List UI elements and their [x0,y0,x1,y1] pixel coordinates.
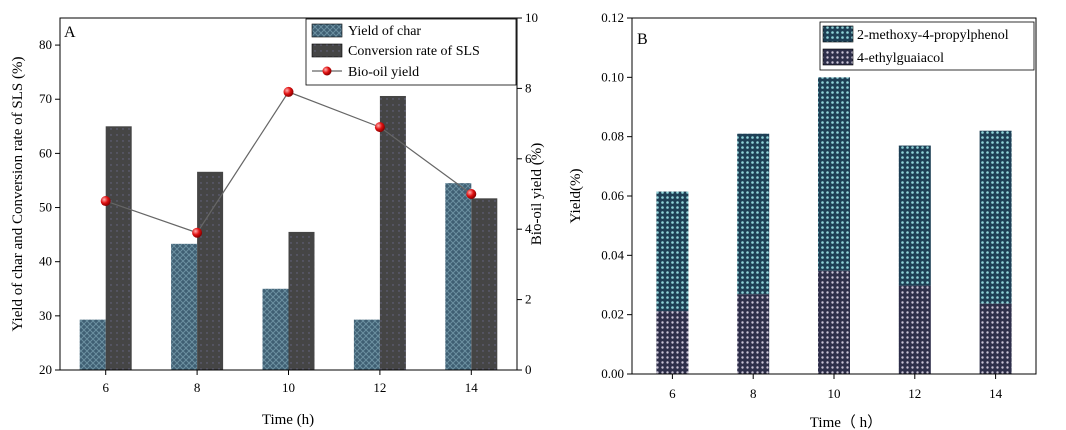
x-tick-label-a: 10 [282,380,295,395]
legend-swatch-ethylguaiacol [822,48,854,66]
y-tick-label-a: 60 [39,145,52,160]
x-tick-label-b: 6 [669,386,676,401]
y-axis-title-a: Yield of char and Conversion rate of SLS… [10,57,26,332]
x-tick-label-a: 12 [373,380,386,395]
bar-2-methoxy-4-propylphenol-12 [898,145,931,286]
bar-conversion-rate-of-sls-10 [288,231,315,370]
point-bio-oil-yield-6 [100,196,111,207]
bar-conversion-rate-of-sls-6 [105,126,132,370]
legend-b: 2-methoxy-4-propylphenol 4-ethylguaiacol [819,21,1035,71]
y2-tick-label-a: 6 [525,151,532,166]
x-tick-label-b: 14 [989,386,1003,401]
legend-swatch-conversion-rate [311,43,343,58]
y2-tick-label-a: 8 [525,80,532,95]
bar-yield-of-char-8 [171,243,198,370]
y-tick-label-a: 70 [39,91,52,106]
x-tick-label-a: 14 [465,380,479,395]
panel-label-b: B [637,31,648,48]
bar-yield-of-char-14 [445,183,472,370]
legend-label-methoxy-propylphenol: 2-methoxy-4-propylphenol [857,28,1009,43]
bar-yield-of-char-6 [79,319,106,370]
y-tick-label-b: 0.06 [601,188,624,203]
y-axis-title-b: Yield(%) [568,169,584,224]
y-tick-label-b: 0.12 [601,10,624,25]
y2-axis-title-a: Bio-oil yield (%) [529,143,545,245]
bar-4-ethylguaiacol-14 [979,303,1012,374]
bar-2-methoxy-4-propylphenol-10 [818,77,850,271]
y-tick-label-b: 0.00 [601,366,624,381]
y-tick-label-b: 0.02 [601,307,624,322]
panel-label-a: A [64,24,76,41]
legend-swatch-methoxy-propylphenol [822,25,854,43]
y-tick-label-a: 80 [39,37,52,52]
point-bio-oil-yield-12 [374,122,385,133]
y-tick-label-b: 0.04 [601,247,624,262]
legend-label-ethylguaiacol: 4-ethylguaiacol [857,51,944,66]
bar-4-ethylguaiacol-6 [656,311,689,374]
y-tick-label-b: 0.10 [601,69,624,84]
bar-4-ethylguaiacol-10 [818,270,850,374]
legend-label-conversion-rate: Conversion rate of SLS [348,44,480,59]
point-bio-oil-yield-10 [283,86,294,97]
bar-2-methoxy-4-propylphenol-8 [737,133,770,295]
x-tick-label-a: 8 [194,380,201,395]
point-bio-oil-yield-14 [466,189,477,199]
line-bio-oil-yield [105,91,472,234]
y-tick-label-a: 50 [39,200,52,215]
legend-label-yield-of-char: Yield of char [348,24,421,39]
bar-yield-of-char-10 [262,288,289,370]
x-tick-label-b: 12 [908,386,921,401]
bar-4-ethylguaiacol-8 [737,294,770,374]
x-axis-title-b: Time（ h） [810,414,882,430]
bar-2-methoxy-4-propylphenol-14 [979,130,1012,304]
panel-b: 0.000.020.040.060.080.100.12 6 8 10 12 14 B … [568,10,1037,430]
panel-a: 20 30 40 50 60 70 80 0 2 4 6 8 10 6 8 10 12 14 A Time (… [10,10,545,428]
bar-2-methoxy-4-propylphenol-6 [656,191,689,312]
x-tick-label-b: 8 [750,386,757,401]
x-axis-title-a: Time (h) [262,412,314,428]
y2-tick-label-a: 4 [525,221,532,236]
y-tick-label-a: 30 [39,308,52,323]
y2-tick-label-a: 0 [525,362,532,377]
y2-tick-label-a: 10 [525,10,538,25]
y2-tick-label-a: 2 [525,292,532,307]
point-bio-oil-yield-8 [192,227,203,238]
legend-swatch-bio-oil-marker [322,66,332,76]
bar-conversion-rate-of-sls-8 [197,171,224,370]
bar-yield-of-char-12 [353,319,380,370]
x-tick-label-a: 6 [102,380,109,395]
bar-conversion-rate-of-sls-12 [379,95,406,370]
y-tick-label-b: 0.08 [601,129,624,144]
legend-swatch-yield-of-char [311,23,343,38]
y-tick-label-a: 40 [39,254,52,269]
x-tick-label-b: 10 [828,386,841,401]
y-tick-label-a: 20 [39,362,52,377]
legend-a: Yield of char Conversion rate of SLS Bio… [305,18,517,86]
bar-conversion-rate-of-sls-14 [471,198,498,370]
legend-label-bio-oil-yield: Bio-oil yield [348,65,419,80]
bar-4-ethylguaiacol-12 [898,285,931,374]
